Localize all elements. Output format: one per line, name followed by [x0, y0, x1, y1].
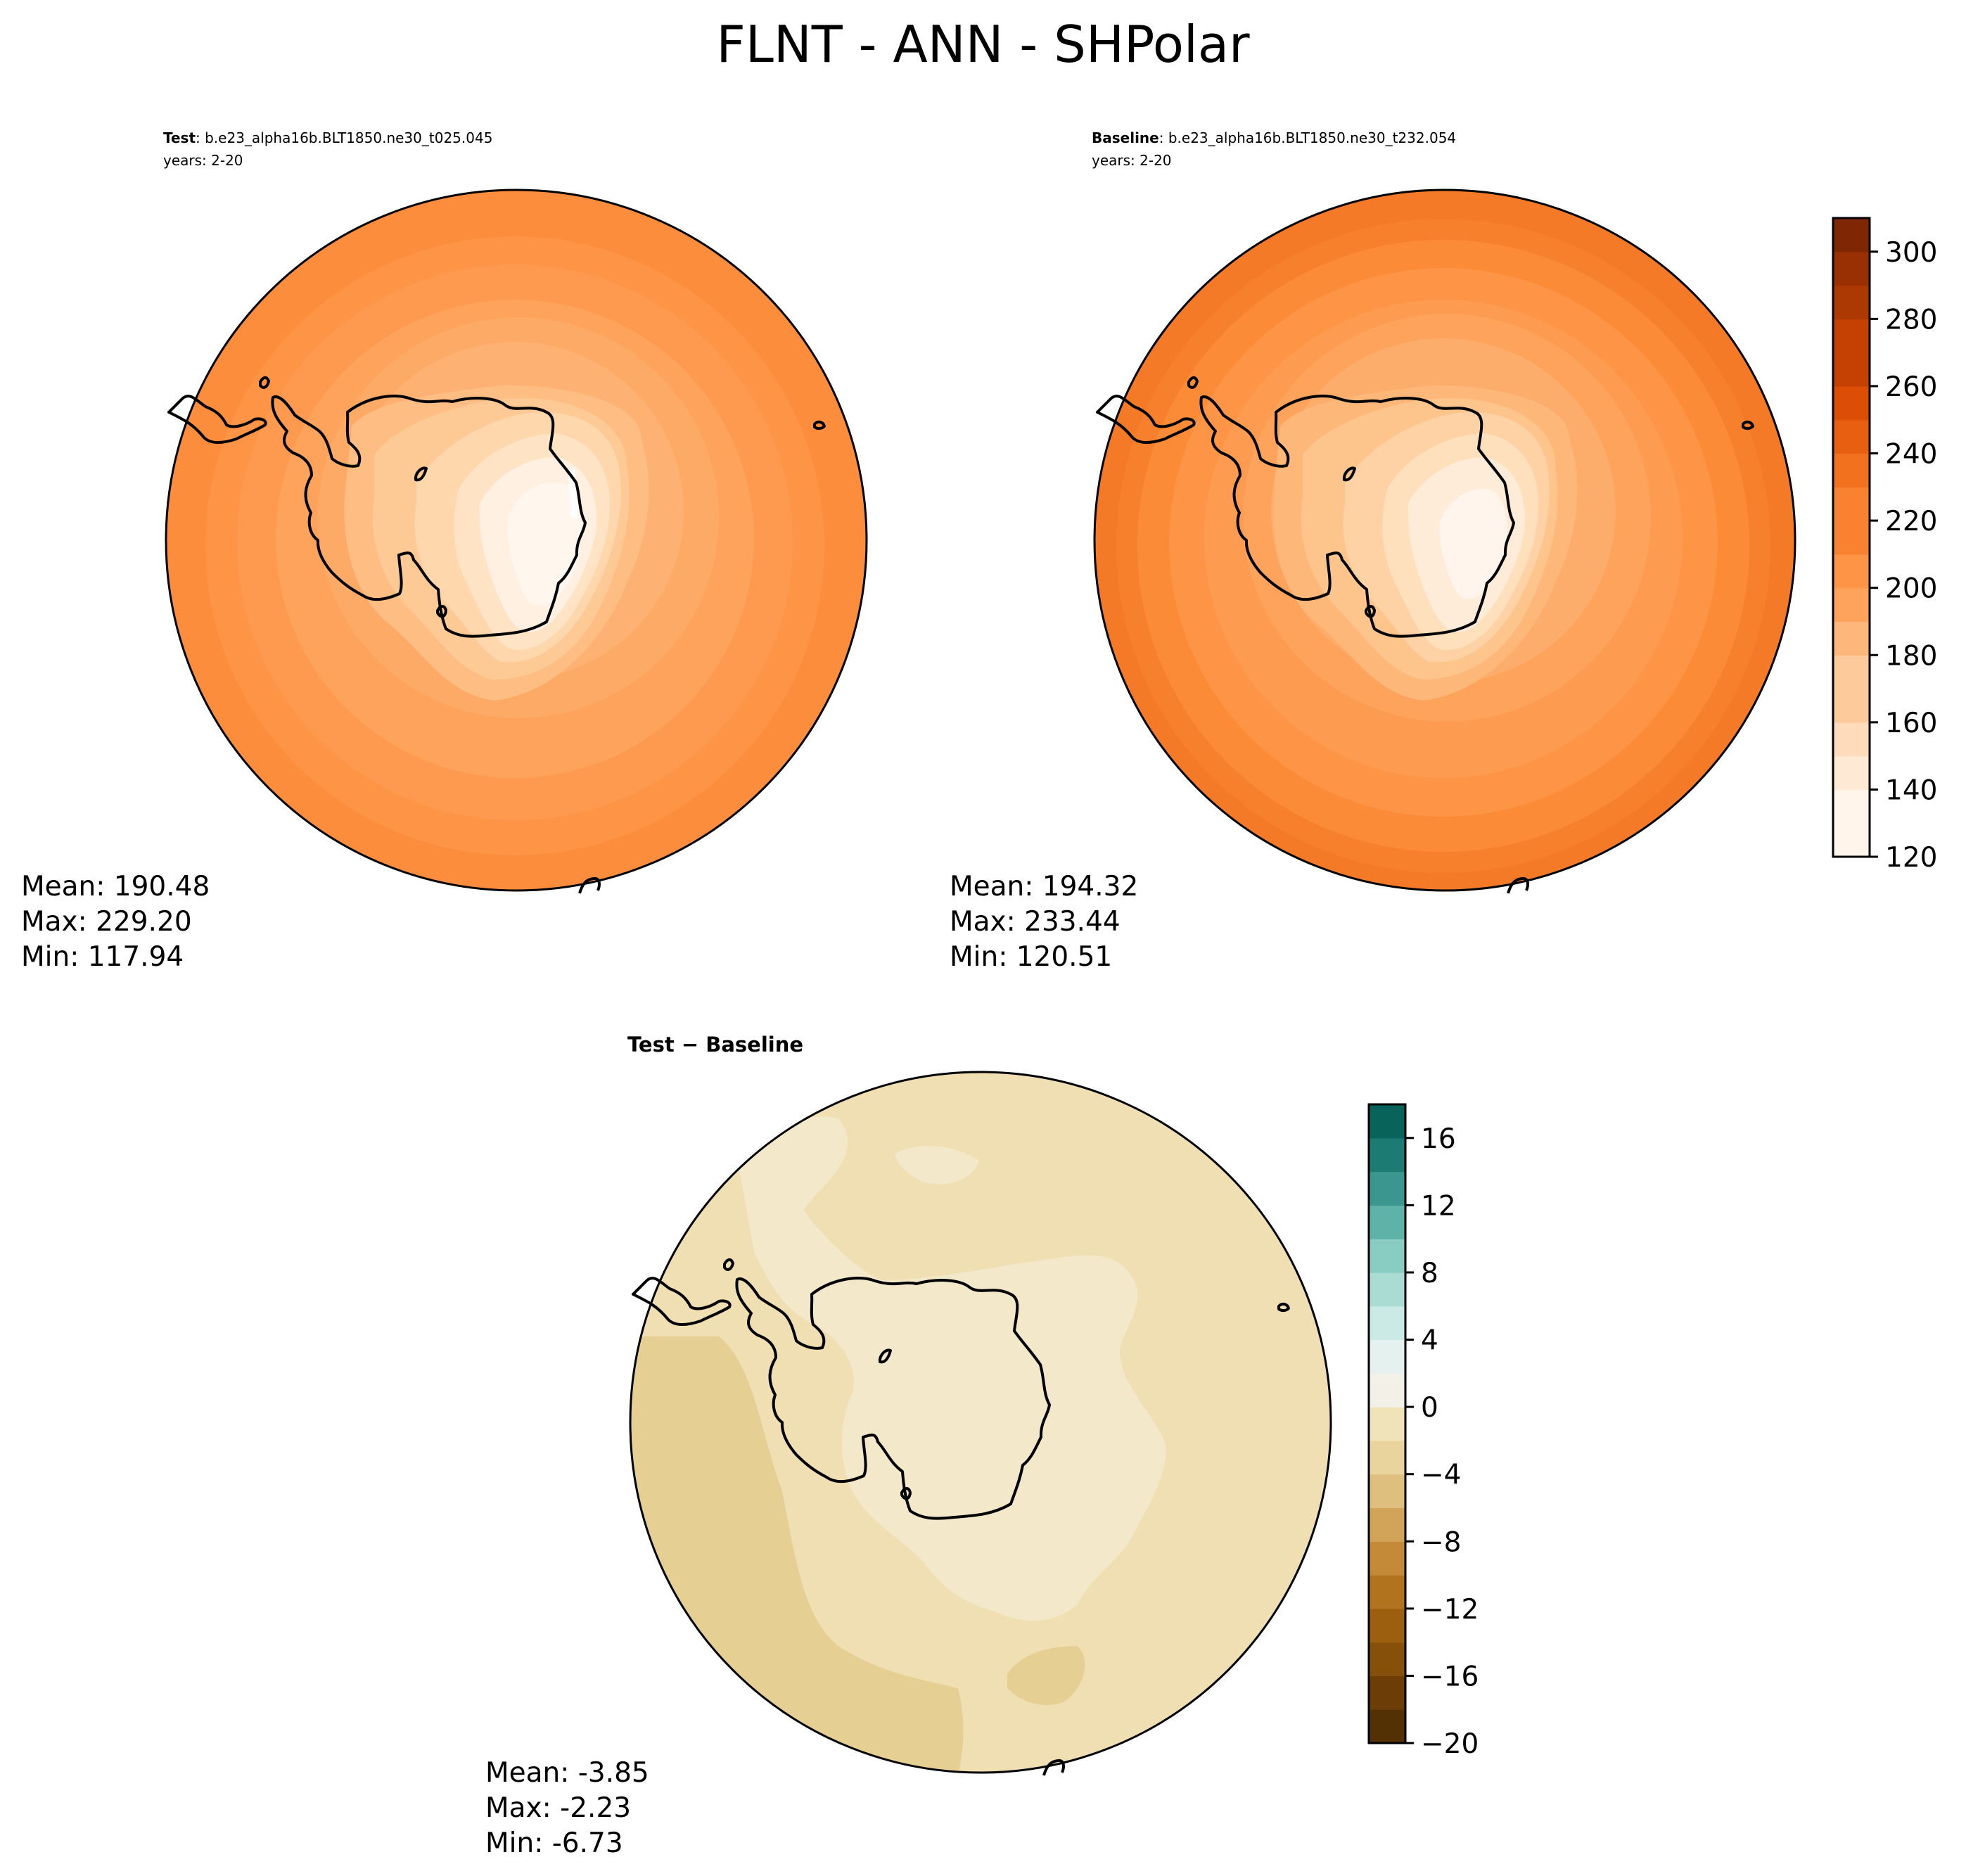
baseline-case-name: : b.e23_alpha16b.BLT1850.ne30_t232.054: [1158, 129, 1457, 146]
diff-colorbar-tick-label: 8: [1421, 1258, 1438, 1289]
main-colorbar-band: [1833, 587, 1870, 623]
main-colorbar-band: [1833, 554, 1870, 589]
diff-map-frame: [629, 1071, 1332, 1774]
diff-colorbar-band: [1369, 1676, 1405, 1710]
diff-colorbar-tick-label: −12: [1421, 1594, 1479, 1626]
diff-colorbar-band: [1369, 1373, 1405, 1408]
diff-min: Min: -6.73: [485, 1827, 623, 1859]
diff-colorbar-tick-label: 16: [1421, 1123, 1456, 1155]
diff-map: [629, 1071, 1332, 1776]
diff-colorbar-band: [1369, 1339, 1405, 1374]
baseline-max: Max: 233.44: [950, 906, 1121, 938]
main-colorbar-tick-label: 260: [1885, 371, 1937, 403]
diff-colorbar-band: [1369, 1306, 1405, 1341]
main-colorbar-band: [1833, 823, 1870, 857]
main-colorbar-tick-label: 160: [1885, 708, 1937, 739]
diff-colorbar-tick-label: −4: [1421, 1460, 1462, 1491]
main-colorbar-band: [1833, 755, 1870, 791]
test-map-frame: [165, 189, 868, 892]
baseline-mean: Mean: 194.32: [950, 871, 1139, 902]
main-colorbar-band: [1833, 655, 1870, 689]
test-panel-title: Test: b.e23_alpha16b.BLT1850.ne30_t025.0…: [163, 129, 492, 146]
diff-colorbar-band: [1369, 1137, 1405, 1173]
baseline-panel-title: Baseline: b.e23_alpha16b.BLT1850.ne30_t2…: [1092, 129, 1456, 146]
diff-colorbar-frame: [1367, 1103, 1407, 1744]
main-colorbar-tick-label: 240: [1885, 439, 1937, 471]
test-map: [165, 189, 868, 894]
test-label: Test: [163, 129, 196, 146]
main-colorbar-band: [1833, 487, 1870, 521]
main-colorbar-band: [1833, 722, 1870, 757]
diff-stats: Mean: -3.85 Max: -2.23 Min: -6.73: [485, 1756, 649, 1861]
main-colorbar-band: [1833, 218, 1870, 253]
diff-colorbar-tick-label: 4: [1421, 1325, 1438, 1357]
diff-mean: Mean: -3.85: [485, 1757, 649, 1789]
diff-colorbar-band: [1369, 1104, 1405, 1139]
test-contour-fill: [166, 190, 867, 891]
diff-colorbar-band: [1369, 1507, 1405, 1542]
diff-colorbar-tick-label: −8: [1421, 1526, 1462, 1558]
main-colorbar-tick-label: 200: [1885, 573, 1937, 605]
main-colorbar-band: [1833, 352, 1870, 387]
main-colorbar-band: [1833, 419, 1870, 454]
diff-colorbar-band: [1369, 1440, 1405, 1475]
diff-colorbar-band: [1369, 1171, 1405, 1206]
diff-panel-title: Test − Baseline: [627, 1033, 804, 1057]
test-coastline: [167, 376, 826, 894]
baseline-min: Min: 120.51: [950, 941, 1113, 973]
main-colorbar-tick-label: 120: [1885, 842, 1937, 874]
main-colorbar-frame: [1832, 217, 1871, 858]
diff-colorbar-tick-label: −16: [1421, 1661, 1479, 1692]
diff-colorbar-band: [1369, 1205, 1405, 1239]
baseline-map-frame: [1093, 189, 1796, 892]
main-colorbar: 120 140 160 180 200 220 240 260 280 300: [1832, 217, 1937, 874]
diff-colorbar-band: [1369, 1575, 1405, 1609]
baseline-stats: Mean: 194.32 Max: 233.44 Min: 120.51: [950, 869, 1138, 975]
test-case-name: : b.e23_alpha16b.BLT1850.ne30_t025.045: [196, 129, 493, 146]
main-colorbar-band: [1833, 251, 1870, 286]
test-years: years: 2-20: [163, 152, 243, 169]
main-colorbar-band: [1833, 453, 1870, 487]
main-colorbar-tick-label: 300: [1885, 237, 1937, 269]
diff-colorbar-band: [1369, 1474, 1405, 1509]
baseline-contour-fill: [1094, 190, 1795, 891]
diff-colorbar-tick-label: −20: [1421, 1728, 1479, 1760]
test-mean: Mean: 190.48: [21, 871, 210, 902]
main-colorbar-band: [1833, 319, 1870, 353]
diff-coastline: [632, 1258, 1290, 1776]
main-colorbar-band: [1833, 385, 1870, 421]
main-colorbar-tick-label: 180: [1885, 640, 1937, 672]
diff-colorbar-band: [1369, 1407, 1405, 1441]
diff-colorbar: −20 −16 −12 −8 −4 0 4 8 12 16: [1367, 1103, 1479, 1760]
main-colorbar-band: [1833, 285, 1870, 319]
diff-colorbar-tick-label: 0: [1421, 1392, 1438, 1424]
main-colorbar-tick-label: 140: [1885, 774, 1937, 806]
baseline-years: years: 2-20: [1092, 152, 1172, 169]
main-colorbar-band: [1833, 789, 1870, 824]
diff-colorbar-band: [1369, 1272, 1405, 1307]
main-colorbar-band: [1833, 521, 1870, 555]
test-min: Min: 117.94: [21, 941, 184, 973]
diff-colorbar-band: [1369, 1239, 1405, 1273]
baseline-map: [1093, 189, 1796, 894]
test-max: Max: 229.20: [21, 906, 192, 938]
diff-colorbar-band: [1369, 1608, 1405, 1643]
main-colorbar-tick-label: 280: [1885, 304, 1937, 336]
main-colorbar-tick-label: 220: [1885, 506, 1937, 537]
test-stats: Mean: 190.48 Max: 229.20 Min: 117.94: [21, 869, 210, 975]
diff-contour-fill: [630, 1072, 1331, 1773]
diff-colorbar-band: [1369, 1642, 1405, 1677]
diff-colorbar-tick-label: 12: [1421, 1190, 1456, 1222]
main-colorbar-band: [1833, 689, 1870, 723]
main-colorbar-band: [1833, 621, 1870, 656]
baseline-coastline: [1096, 376, 1754, 894]
diff-max: Max: -2.23: [485, 1792, 632, 1824]
diff-colorbar-band: [1369, 1541, 1405, 1576]
diff-colorbar-band: [1369, 1709, 1405, 1744]
figure-title: FLNT - ANN - SHPolar: [716, 15, 1250, 74]
baseline-label: Baseline: [1092, 129, 1159, 146]
